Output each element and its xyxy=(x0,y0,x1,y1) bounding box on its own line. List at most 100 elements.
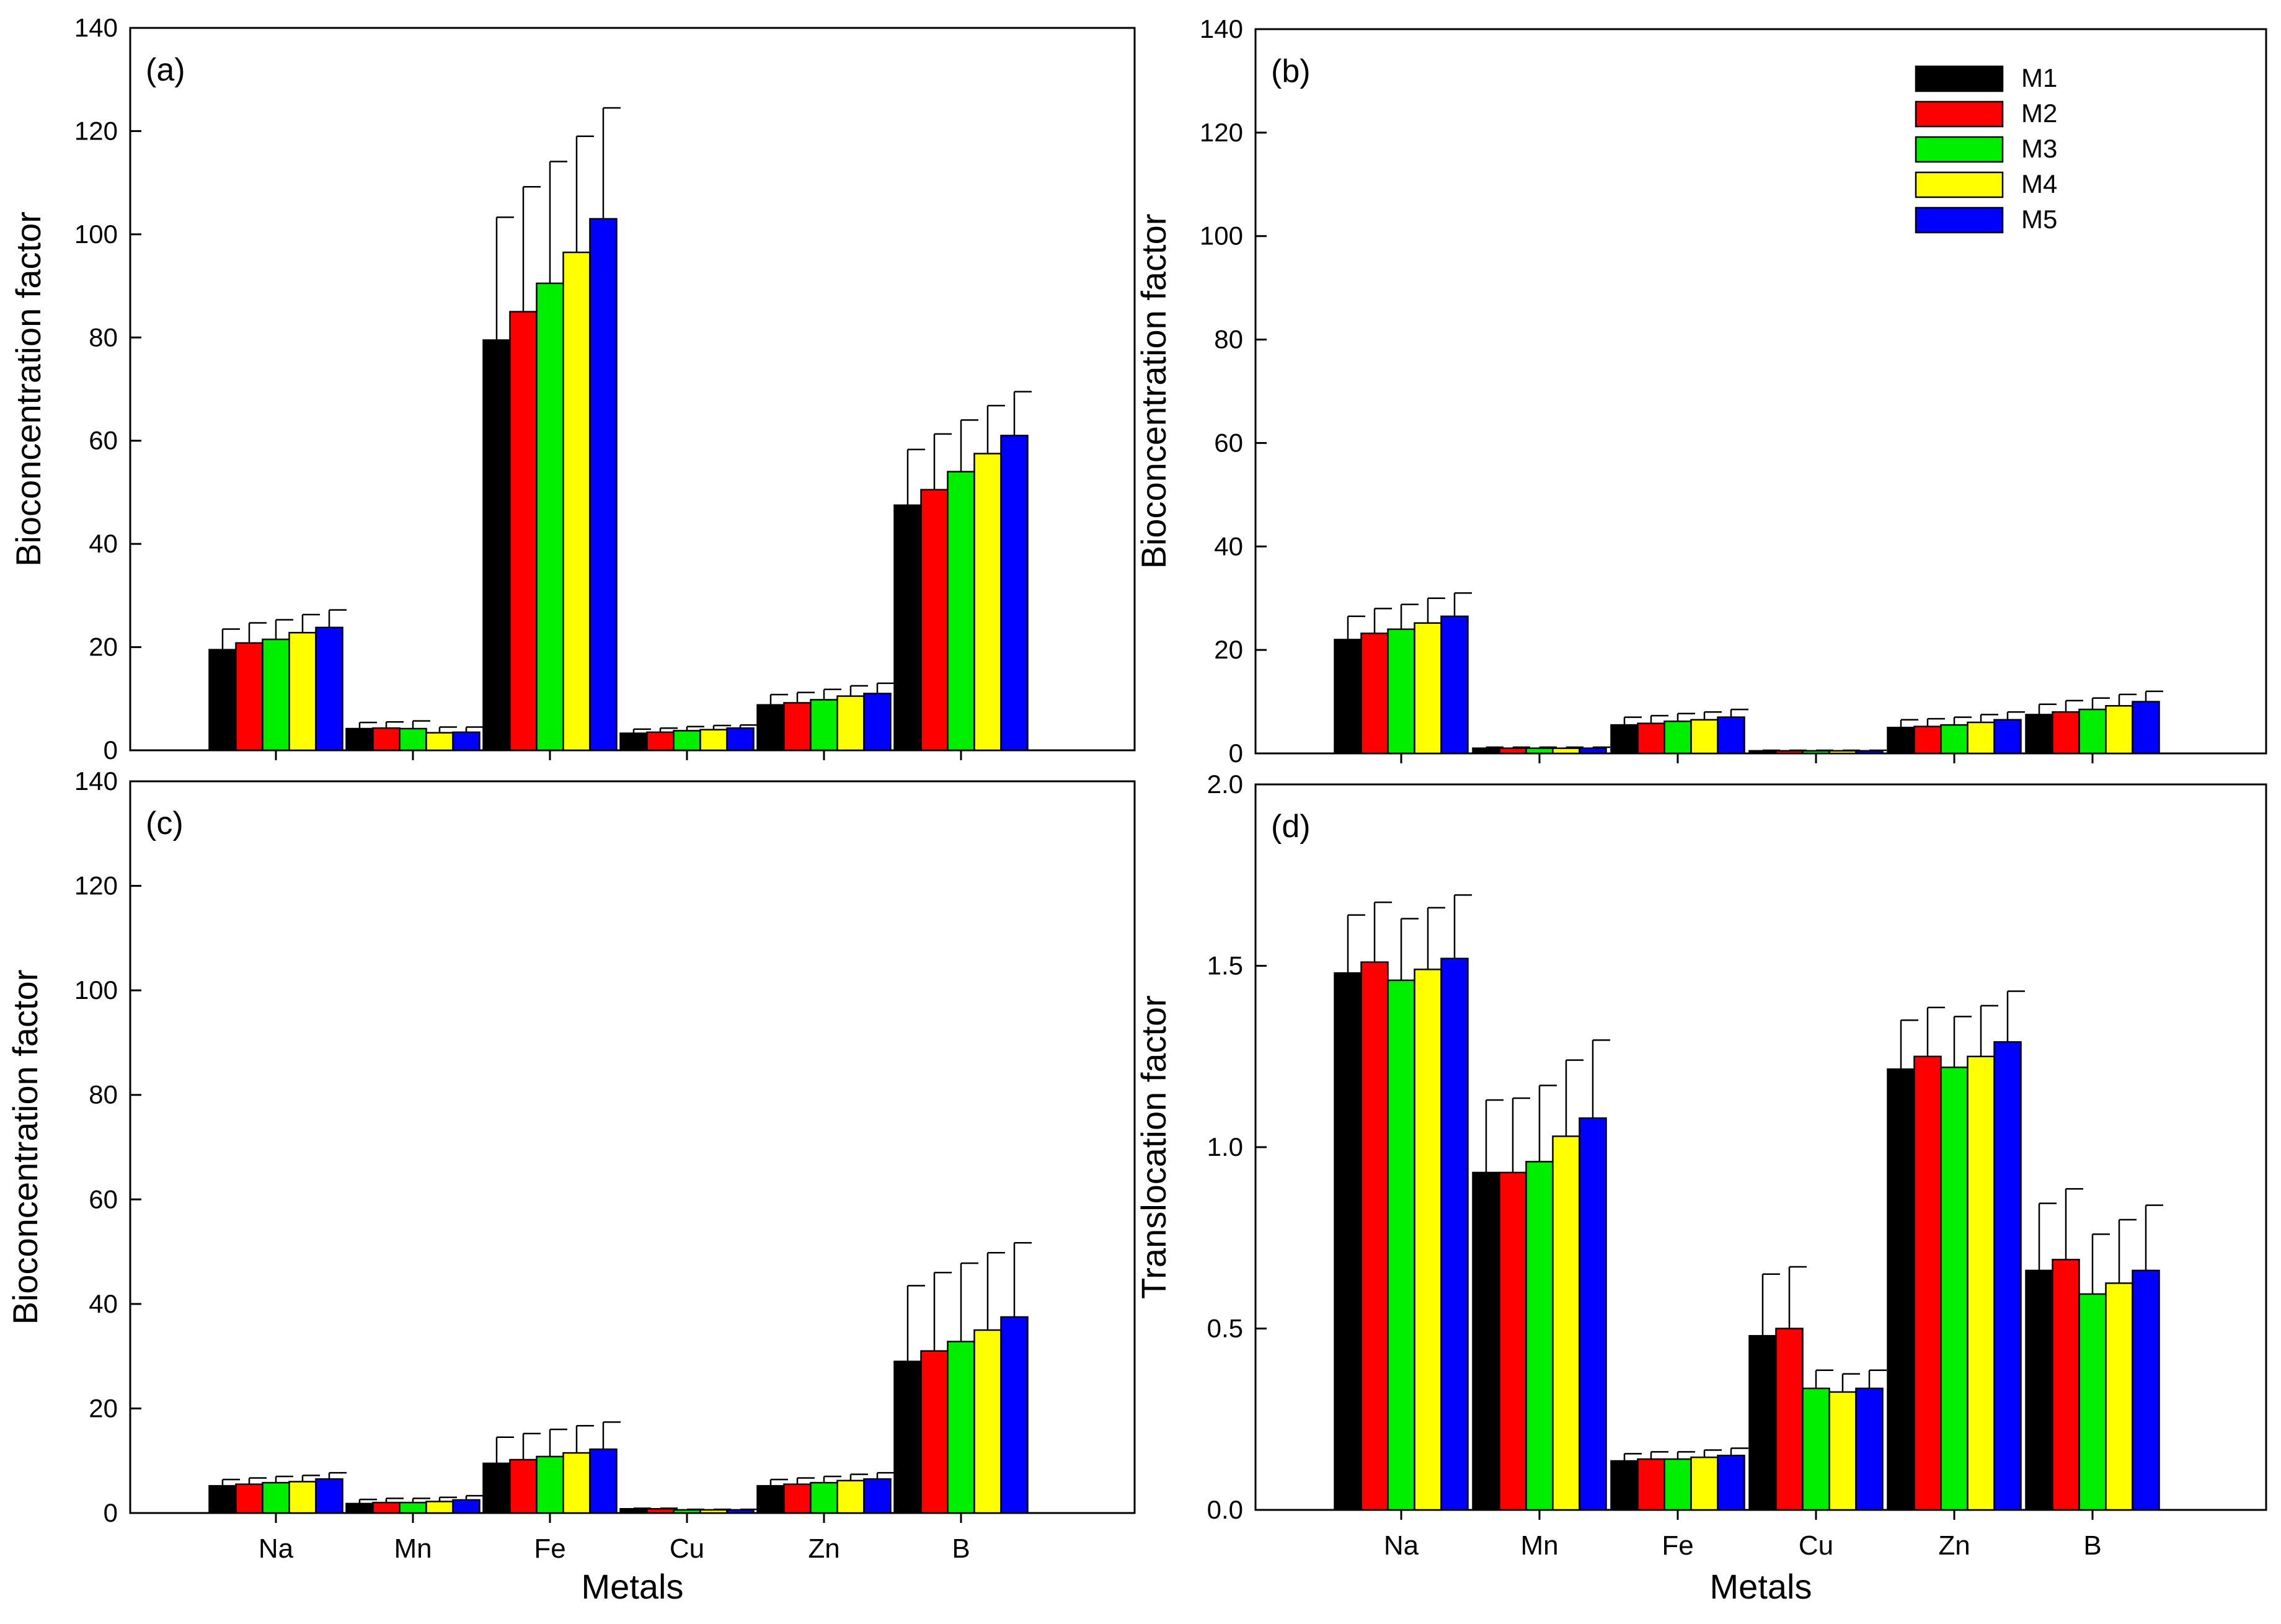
bar-m3-fe xyxy=(536,1455,564,1514)
bar-m4-fe xyxy=(1690,719,1719,755)
bar-m1-b xyxy=(893,504,922,752)
bar-m2-fe xyxy=(1637,722,1665,755)
bar-m1-fe xyxy=(1610,724,1639,755)
y-tick-label: 140 xyxy=(74,13,118,42)
y-tick-label: 0 xyxy=(104,1498,118,1527)
bar-m5-b xyxy=(2132,701,2160,755)
bar-m2-b xyxy=(920,489,949,752)
bar-m1-fe xyxy=(1610,1460,1639,1511)
category-label-na: Na xyxy=(1384,1530,1419,1561)
bar-m2-fe xyxy=(1637,1458,1665,1511)
y-tick-label: 1.5 xyxy=(1207,951,1243,980)
bar-m3-cu xyxy=(1802,750,1830,755)
bar-m3-mn xyxy=(1525,747,1554,755)
legend-label-m3: M3 xyxy=(2021,134,2057,163)
bar-m3-b xyxy=(947,471,975,752)
y-tick-label: 100 xyxy=(1200,221,1243,251)
bar-m3-b xyxy=(2078,708,2107,755)
y-tick-label: 20 xyxy=(89,1393,118,1422)
category-label-cu: Cu xyxy=(1799,1530,1833,1561)
bar-m1-na xyxy=(1334,639,1362,755)
legend-swatch-m4 xyxy=(1915,171,2004,198)
bar-m2-na xyxy=(1360,632,1389,755)
bar-m2-zn xyxy=(1913,725,1942,755)
bar-m3-b xyxy=(2078,1293,2107,1511)
y-tick-label: 40 xyxy=(1214,531,1243,561)
panel-label: (c) xyxy=(146,805,184,841)
legend-swatch-m5 xyxy=(1915,206,2004,234)
bar-m3-zn xyxy=(1940,1067,1969,1511)
bar-m4-cu xyxy=(699,729,728,752)
bar-m2-b xyxy=(2052,1259,2080,1511)
panel-c: 0 20 40 60 80 100 120 140 Na Mn Fe Cu Zn B (c) Bioconce… xyxy=(6,766,1136,1606)
bar-m1-mn xyxy=(345,727,374,752)
y-tick-label: 100 xyxy=(74,220,118,249)
bar-m1-cu xyxy=(619,1508,648,1514)
bar-m4-na xyxy=(288,1481,317,1514)
bar-m3-na xyxy=(1387,628,1415,755)
bar-m2-b xyxy=(2052,711,2080,755)
bar-m5-zn xyxy=(863,1478,892,1514)
y-tick-label: 0.0 xyxy=(1207,1495,1243,1524)
legend-label-m4: M4 xyxy=(2021,169,2057,198)
bar-m1-zn xyxy=(1887,1068,1915,1511)
bar-m4-zn xyxy=(1967,1055,1995,1511)
bar-m5-cu xyxy=(1855,750,1884,755)
y-axis-title: Bioconcentration factor xyxy=(1134,214,1173,569)
legend-label-m1: M1 xyxy=(2021,63,2057,92)
panel-label: (a) xyxy=(146,52,185,88)
bar-m5-fe xyxy=(589,218,618,752)
bar-m1-mn xyxy=(1472,1171,1500,1511)
bar-m5-na xyxy=(1440,615,1469,755)
bar-m3-zn xyxy=(1940,724,1969,755)
y-tick-label: 0 xyxy=(1229,739,1243,768)
bar-m2-na xyxy=(235,1483,264,1514)
x-axis-title: Metals xyxy=(1710,1567,1812,1606)
bar-m1-cu xyxy=(619,732,648,752)
legend: M1 M2 M3 M4 M5 xyxy=(1915,63,2057,234)
bar-m4-b xyxy=(973,1329,1002,1514)
y-tick-label: 100 xyxy=(74,975,118,1005)
y-tick-label: 20 xyxy=(89,632,118,662)
bar-m1-b xyxy=(893,1360,922,1514)
bar-m2-fe xyxy=(509,311,538,752)
category-label-cu: Cu xyxy=(670,1533,704,1564)
y-tick-label: 0.5 xyxy=(1207,1314,1243,1343)
bar-m3-mn xyxy=(399,727,427,752)
bar-m5-zn xyxy=(1993,719,2022,755)
bar-m3-fe xyxy=(1663,1458,1692,1511)
bar-m1-na xyxy=(208,1484,237,1514)
legend-label-m2: M2 xyxy=(2021,99,2057,128)
panel-label: (d) xyxy=(1271,809,1311,845)
panel-d: 0.0 0.5 1.0 1.5 2.0 Na Mn Fe Cu Zn B (d) Translocati… xyxy=(1134,770,2267,1606)
bar-m5-fe xyxy=(1717,716,1745,755)
bar-m4-na xyxy=(1414,969,1442,1511)
bar-m5-b xyxy=(2132,1269,2160,1511)
bar-m5-mn xyxy=(452,731,481,752)
panel-b: 0 20 40 60 80 100 120 140 (b) Bioconcentration fa… xyxy=(1134,14,2267,768)
bar-m1-cu xyxy=(1748,750,1777,755)
bar-m4-b xyxy=(973,453,1002,752)
bar-m5-b xyxy=(1000,1316,1029,1514)
y-tick-label: 60 xyxy=(89,426,118,455)
bar-m1-zn xyxy=(756,704,785,752)
x-axis-title: Metals xyxy=(582,1567,684,1606)
category-label-mn: Mn xyxy=(1520,1530,1558,1561)
bar-m4-zn xyxy=(1967,721,1995,755)
bar-m5-cu xyxy=(1855,1387,1884,1511)
y-tick-label: 2.0 xyxy=(1207,770,1243,799)
bar-m1-zn xyxy=(1887,727,1915,755)
bar-m3-fe xyxy=(1663,721,1692,755)
bar-m4-na xyxy=(288,632,317,752)
bar-m4-mn xyxy=(425,1501,454,1514)
bar-m1-zn xyxy=(756,1484,785,1514)
bar-m2-na xyxy=(235,642,264,752)
y-tick-label: 80 xyxy=(89,322,118,352)
bar-m3-fe xyxy=(536,282,564,752)
bar-m5-zn xyxy=(863,693,892,752)
bar-m2-cu xyxy=(646,731,675,752)
bar-m3-na xyxy=(1387,979,1415,1511)
bar-m2-mn xyxy=(1499,1171,1527,1511)
bar-m5-fe xyxy=(589,1448,618,1514)
